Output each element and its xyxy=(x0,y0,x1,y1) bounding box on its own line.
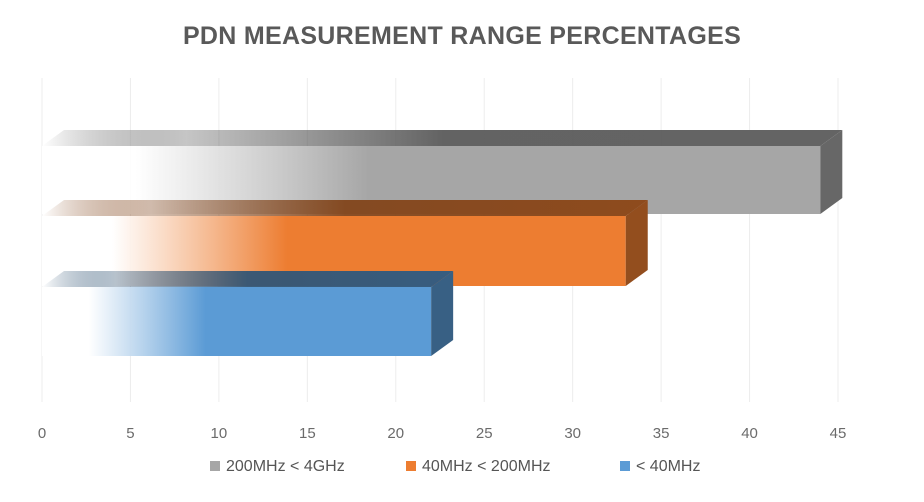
bar-front-face xyxy=(42,287,432,356)
x-tick-label: 20 xyxy=(387,425,404,442)
x-tick-label: 0 xyxy=(38,425,46,442)
legend: 200MHz < 4GHz 40MHz < 200MHz < 40MHz xyxy=(210,458,700,475)
legend-label: 40MHz < 200MHz xyxy=(422,458,551,475)
x-tick-label: 15 xyxy=(299,425,316,442)
legend-item-200mhz-4ghz: 200MHz < 4GHz xyxy=(210,458,345,475)
x-tick-label: 10 xyxy=(211,425,228,442)
bar-top-face xyxy=(42,130,843,146)
x-axis-ticks: 0 5 10 15 20 25 30 35 40 45 xyxy=(38,425,847,442)
x-tick-label: 35 xyxy=(653,425,670,442)
bar-side-face xyxy=(625,200,648,286)
legend-swatch xyxy=(406,461,416,471)
bar-top-face xyxy=(42,200,648,216)
legend-swatch xyxy=(210,461,220,471)
legend-label: < 40MHz xyxy=(636,458,700,475)
bar-side-face xyxy=(820,130,843,214)
x-tick-label: 30 xyxy=(564,425,581,442)
x-tick-label: 40 xyxy=(741,425,758,442)
legend-item-40mhz-200mhz: 40MHz < 200MHz xyxy=(406,458,551,475)
chart-title: PDN MEASUREMENT RANGE PERCENTAGES xyxy=(182,22,742,50)
legend-item-40mhz: < 40MHz xyxy=(620,458,700,475)
x-tick-label: 45 xyxy=(830,425,847,442)
legend-swatch xyxy=(620,461,630,471)
bars xyxy=(42,130,843,356)
legend-label: 200MHz < 4GHz xyxy=(226,458,345,475)
x-tick-label: 5 xyxy=(126,425,134,442)
bar-40mhz xyxy=(42,271,454,356)
bar-side-face xyxy=(431,271,454,356)
bar-top-face xyxy=(42,271,454,287)
x-tick-label: 25 xyxy=(476,425,493,442)
